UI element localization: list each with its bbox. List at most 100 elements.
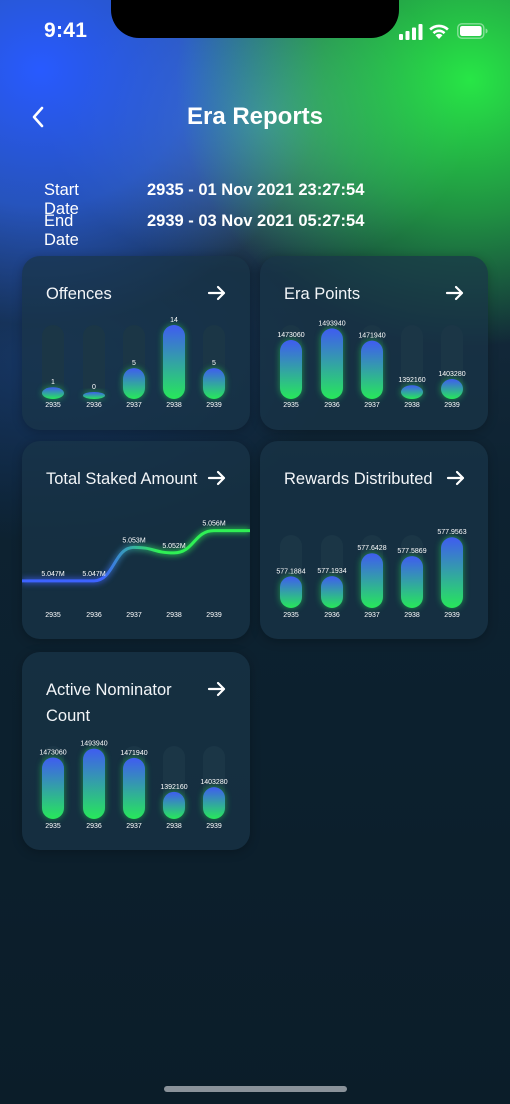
tick-label: 2938 <box>166 612 182 619</box>
total-staked-chart: 5.047M 2935 5.047M 2936 5.053M 2937 5.052M 2938… <box>22 521 250 619</box>
bar <box>321 328 343 399</box>
data-label: 1493940 <box>318 320 345 327</box>
device-notch <box>111 0 399 38</box>
card-title: Active Nominator Count <box>46 681 172 725</box>
data-label: 577.9563 <box>437 529 466 536</box>
era-points-card[interactable]: Era Points 1473060 2935 1493940 2936 1471940… <box>260 256 488 430</box>
tick-label: 2935 <box>283 612 299 619</box>
tick-label: 2939 <box>444 402 460 409</box>
tick-label: 2935 <box>283 402 299 409</box>
bar-track <box>401 325 423 399</box>
bar <box>361 553 383 608</box>
data-label: 1473060 <box>277 332 304 339</box>
card-title: Era Points <box>284 285 361 303</box>
bar <box>401 556 423 608</box>
tick-label: 2938 <box>166 402 182 409</box>
data-label: 577.1884 <box>276 568 305 575</box>
tick-label: 2936 <box>324 402 340 409</box>
tick-label: 2938 <box>404 612 420 619</box>
bar <box>441 379 463 399</box>
bar <box>42 387 64 399</box>
data-label: 5.047M <box>82 571 106 578</box>
tick-label: 2937 <box>126 823 142 830</box>
bar <box>83 392 105 399</box>
card-title: Total Staked Amount <box>46 470 198 488</box>
tick-label: 2939 <box>444 612 460 619</box>
bar <box>123 368 145 399</box>
era-points-chart: 1473060 2935 1493940 2936 1471940 2937 1392160… <box>277 320 465 409</box>
card-title: Offences <box>46 285 112 303</box>
bar <box>280 340 302 399</box>
bar <box>42 757 64 819</box>
data-label: 1493940 <box>80 741 107 748</box>
bar <box>441 537 463 608</box>
data-label: 0 <box>92 384 96 391</box>
home-indicator[interactable] <box>164 1086 347 1092</box>
bar <box>361 340 383 399</box>
tick-label: 2939 <box>206 402 222 409</box>
tick-label: 2937 <box>126 612 142 619</box>
tick-label: 2935 <box>45 402 61 409</box>
data-label: 1403280 <box>438 371 465 378</box>
total-staked-card[interactable]: Total Staked Amount 5.047M 2935 5.047M 2936… <box>22 441 250 639</box>
tick-label: 2939 <box>206 823 222 830</box>
start-date-value: 2935 - 01 Nov 2021 23:27:54 <box>147 181 365 199</box>
back-button[interactable] <box>26 104 52 130</box>
tick-label: 2936 <box>86 402 102 409</box>
bar <box>123 757 145 819</box>
data-label: 5.053M <box>122 537 146 544</box>
arrow-right-icon[interactable] <box>445 283 465 303</box>
offences-card[interactable]: Offences 1 2935 0 2936 5 2937 14 2938 5 2939 <box>22 256 250 430</box>
tick-label: 2937 <box>126 402 142 409</box>
tick-label: 2936 <box>86 823 102 830</box>
data-label: 577.6428 <box>357 545 386 552</box>
start-date-label: Start Date <box>44 181 79 218</box>
rewards-distributed-card[interactable]: Rewards Distributed 577.1884 2935 577.1934… <box>260 441 488 639</box>
bar <box>321 576 343 608</box>
page-header: Era Reports <box>0 96 510 142</box>
card-title: Rewards Distributed <box>284 470 433 488</box>
arrow-right-icon[interactable] <box>207 679 227 699</box>
data-label: 577.5869 <box>397 548 426 555</box>
tick-label: 2939 <box>206 612 222 619</box>
bar-track <box>42 325 64 399</box>
data-label: 5.056M <box>202 521 226 528</box>
page-title: Era Reports <box>186 103 324 130</box>
tick-label: 2938 <box>166 823 182 830</box>
tick-label: 2937 <box>364 402 380 409</box>
bar <box>280 576 302 608</box>
data-label: 5.052M <box>162 543 186 550</box>
tick-label: 2935 <box>45 823 61 830</box>
tick-label: 2936 <box>324 612 340 619</box>
series-line <box>22 529 250 583</box>
arrow-right-icon[interactable] <box>207 468 227 488</box>
bar-track <box>83 325 105 399</box>
data-label: 5.047M <box>41 571 65 578</box>
tick-label: 2938 <box>404 402 420 409</box>
wifi-icon <box>429 24 449 39</box>
status-bar: 9:41 <box>0 0 510 60</box>
active-nominator-card[interactable]: Active Nominator Count 1473060 2935 149394… <box>22 652 250 850</box>
arrow-right-icon[interactable] <box>446 468 466 488</box>
data-label: 577.1934 <box>317 568 346 575</box>
data-label: 1473060 <box>39 749 66 756</box>
bar <box>163 325 185 399</box>
data-label: 5 <box>132 360 136 367</box>
end-date-label: End Date <box>44 212 79 249</box>
tick-label: 2937 <box>364 612 380 619</box>
tick-label: 2935 <box>45 612 61 619</box>
rewards-distributed-chart: 577.1884 2935 577.1934 2936 577.6428 2937 577.… <box>276 529 466 619</box>
data-label: 1392160 <box>160 784 187 791</box>
data-label: 5 <box>212 360 216 367</box>
tick-label: 2936 <box>86 612 102 619</box>
status-time: 9:41 <box>44 19 88 42</box>
end-date-value: 2939 - 03 Nov 2021 05:27:54 <box>147 212 365 230</box>
data-label: 14 <box>170 317 178 324</box>
data-label: 1471940 <box>120 750 147 757</box>
data-label: 1 <box>51 379 55 386</box>
data-label: 1392160 <box>398 377 425 384</box>
data-label: 1403280 <box>200 779 227 786</box>
bar <box>401 385 423 399</box>
arrow-right-icon[interactable] <box>207 283 227 303</box>
data-label: 1471940 <box>358 333 385 340</box>
